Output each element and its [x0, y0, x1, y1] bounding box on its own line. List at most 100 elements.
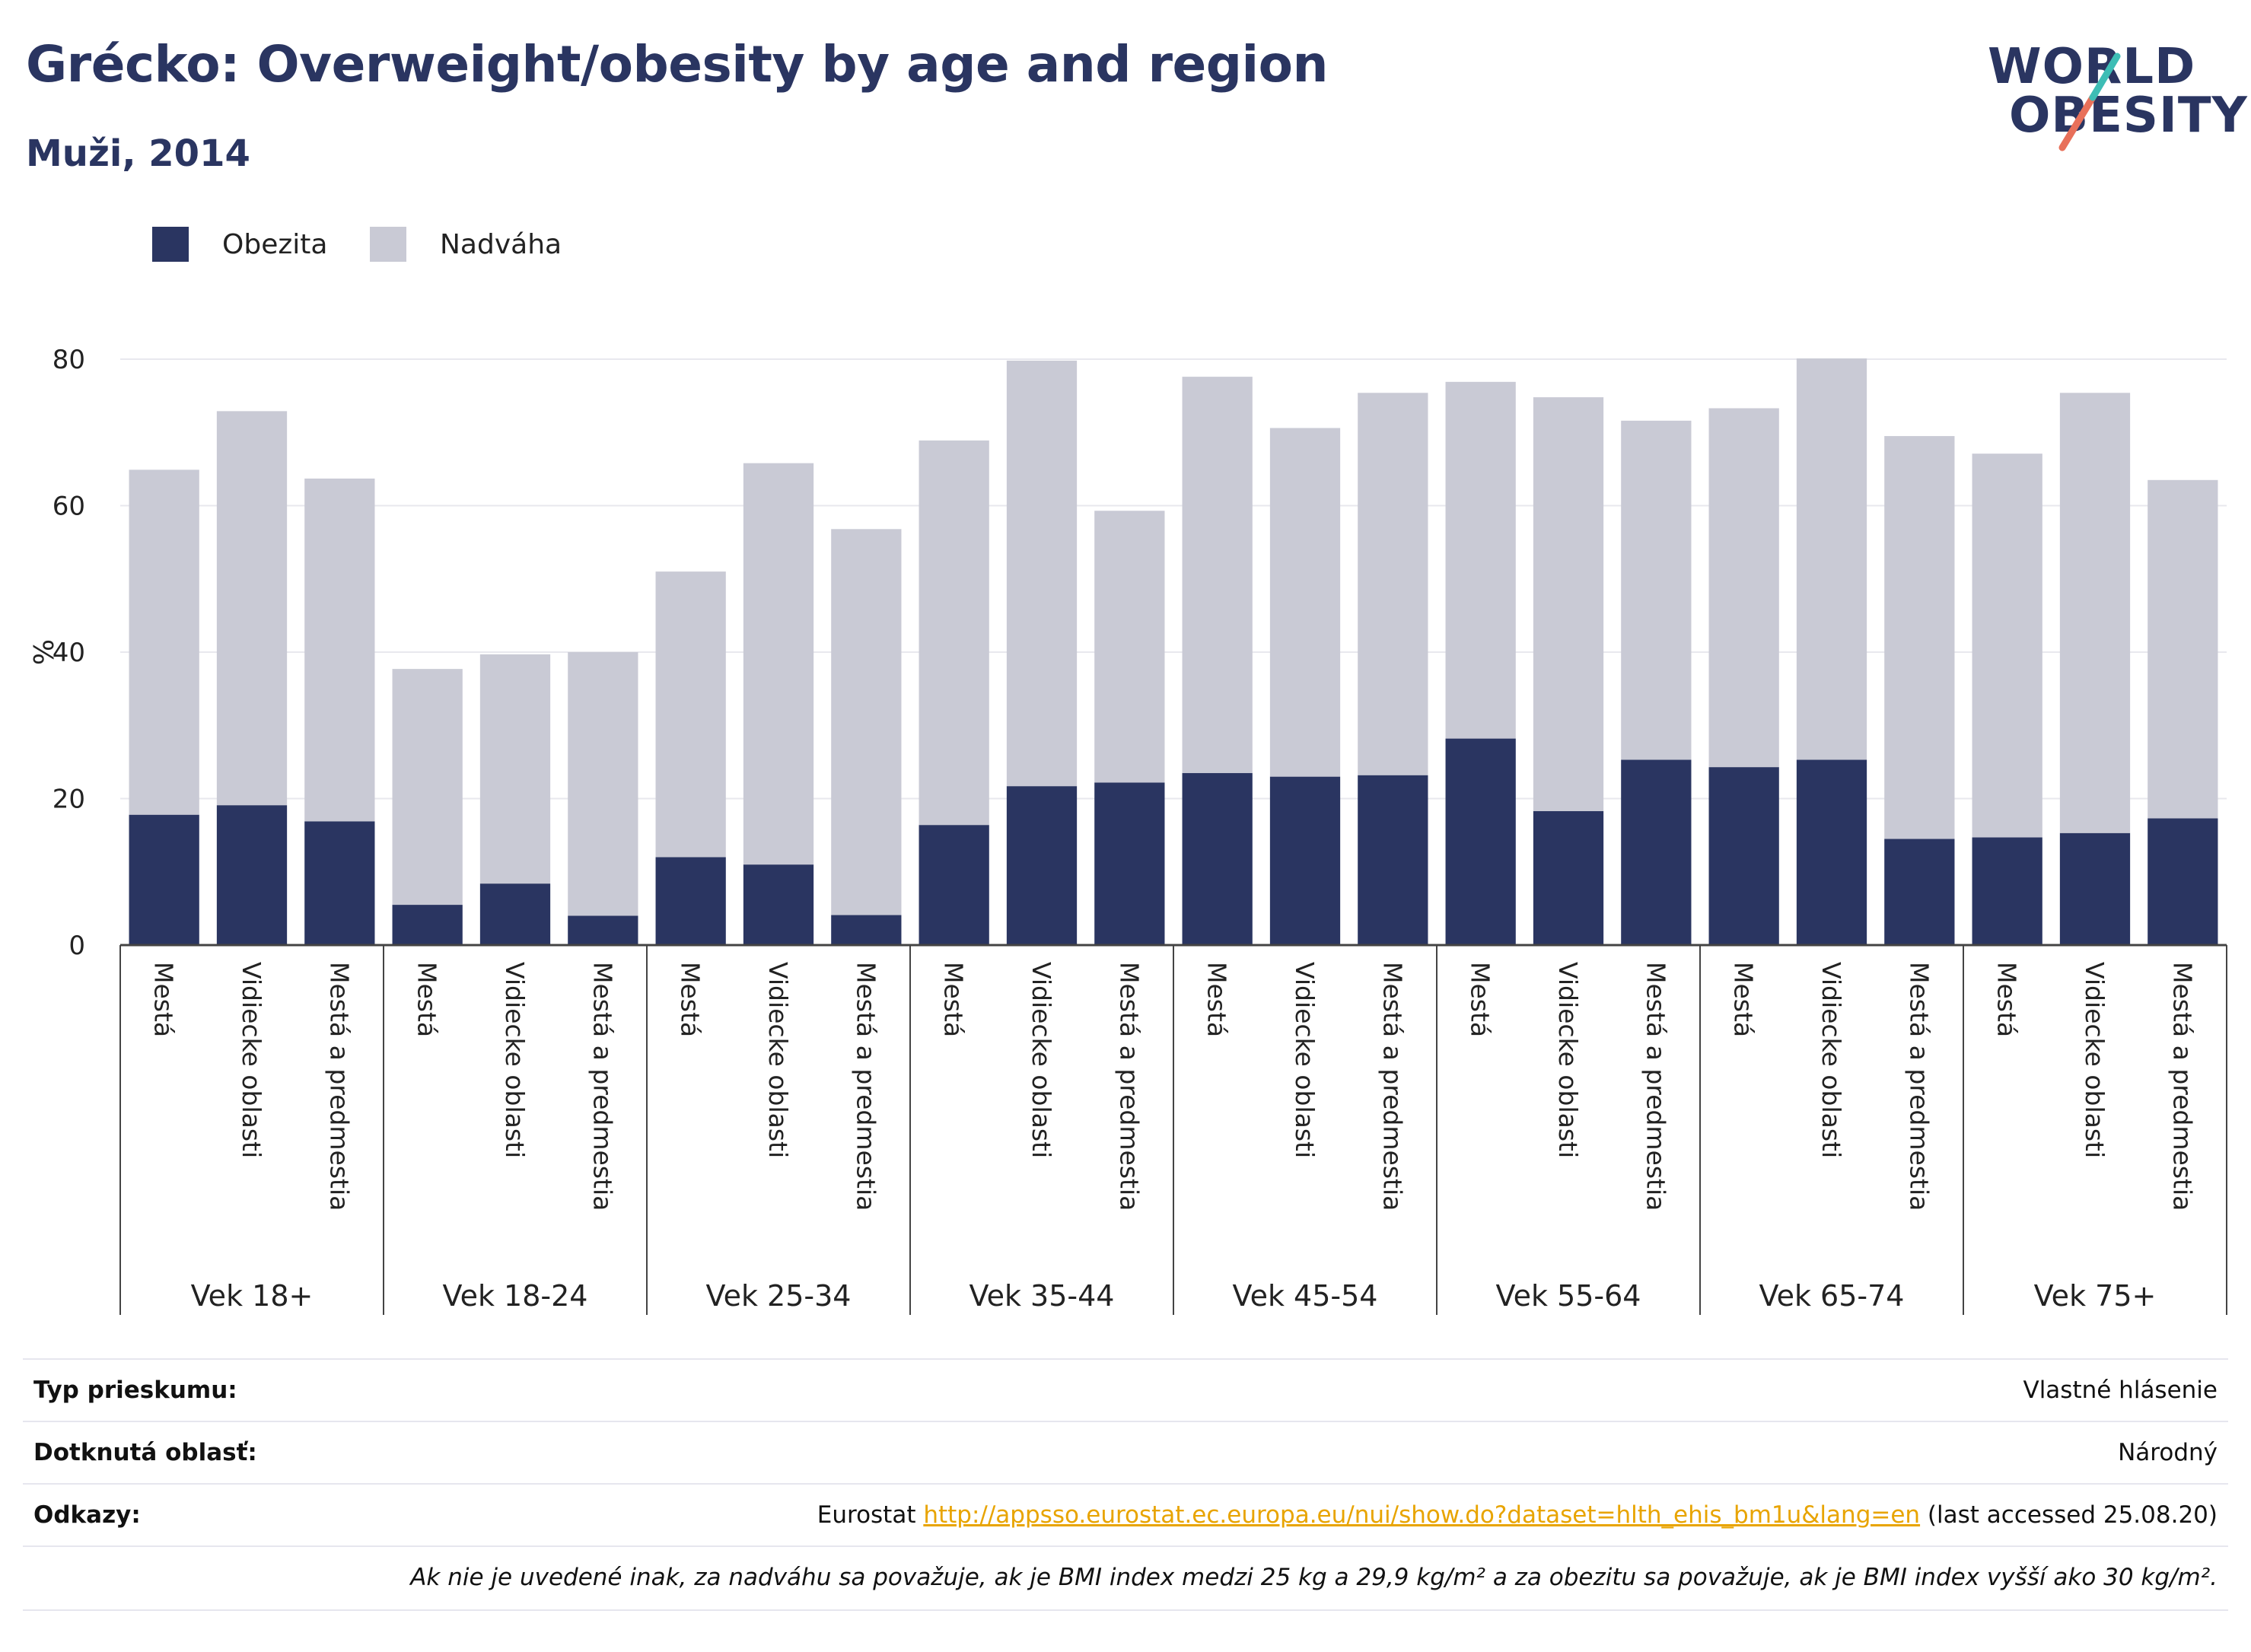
group-label: Vek 35-44	[969, 1279, 1115, 1313]
y-axis-label: %	[29, 639, 60, 665]
bar-obezita	[1445, 738, 1516, 945]
bar-nadvaha	[1621, 420, 1692, 760]
bar-nadvaha	[2148, 479, 2218, 819]
bar-nadvaha	[1006, 360, 1078, 787]
bar-nadvaha	[1445, 381, 1516, 739]
bar-nadvaha	[216, 411, 288, 806]
x-tick-label: Mestá a predmestia	[324, 962, 354, 1211]
bar-obezita	[1533, 810, 1604, 945]
bar-obezita	[216, 805, 288, 945]
x-tick-label: Vidiecke oblasti	[1290, 962, 1320, 1158]
references-label: Odkazy:	[33, 1501, 141, 1529]
bar-nadvaha	[2059, 393, 2131, 833]
bar-obezita	[1006, 786, 1078, 945]
bar-nadvaha	[1884, 436, 1955, 839]
x-tick-label: Vidiecke oblasti	[763, 962, 793, 1158]
bar-obezita	[831, 915, 902, 945]
bar-obezita	[1094, 782, 1165, 945]
legend-item-obezita: Obezita	[152, 227, 327, 262]
x-tick-label: Mestá	[939, 962, 969, 1037]
x-tick-label: Vidiecke oblasti	[2080, 962, 2109, 1158]
bar-obezita	[743, 864, 814, 945]
bar-nadvaha	[919, 440, 989, 826]
bar-obezita	[2059, 832, 2131, 945]
x-tick-label: Mestá	[1466, 962, 1495, 1037]
world-obesity-logo: WORLD OBESITY	[1979, 38, 2247, 160]
page-title: Grécko: Overweight/obesity by age and re…	[26, 35, 1328, 94]
y-tick-label: 40	[53, 638, 85, 668]
bar-obezita	[568, 915, 638, 945]
bar-obezita	[479, 883, 551, 945]
bar-nadvaha	[1269, 428, 1341, 777]
x-tick-label: Mestá	[1729, 962, 1759, 1037]
info-row-survey-type: Typ prieskumu: Vlastné hlásenie	[23, 1358, 2228, 1422]
x-tick-label: Mestá a predmestia	[587, 962, 617, 1211]
x-tick-label: Mestá a predmestia	[2167, 962, 2197, 1211]
bar-obezita	[1796, 759, 1867, 945]
bar-nadvaha	[1358, 393, 1428, 775]
page-subtitle: Muži, 2014	[26, 132, 250, 175]
group-label: Vek 25-34	[706, 1279, 852, 1313]
bar-obezita	[304, 821, 375, 945]
bar-nadvaha	[392, 669, 463, 906]
bar-obezita	[1708, 767, 1779, 945]
legend-item-nadvaha: Nadváha	[370, 227, 562, 262]
legend-label-obezita: Obezita	[222, 228, 328, 260]
bar-obezita	[655, 857, 726, 945]
bar-nadvaha	[1533, 397, 1604, 811]
bar-obezita	[919, 825, 989, 945]
x-tick-label: Mestá a predmestia	[1904, 962, 1934, 1211]
logo-line-1: WORLD	[1988, 39, 2196, 95]
y-tick-label: 60	[53, 492, 85, 522]
bar-nadvaha	[1182, 377, 1253, 773]
eurostat-link[interactable]: http://appsso.eurostat.ec.europa.eu/nui/…	[923, 1501, 1921, 1529]
x-tick-label: Mestá	[1202, 962, 1232, 1037]
x-tick-label: Mestá a predmestia	[851, 962, 880, 1211]
legend-swatch-obezita	[152, 227, 189, 262]
area-value: Národný	[2118, 1439, 2218, 1466]
survey-type-value: Vlastné hlásenie	[2023, 1377, 2218, 1404]
group-label: Vek 55-64	[1496, 1279, 1641, 1313]
x-tick-label: Vidiecke oblasti	[500, 962, 530, 1158]
bar-nadvaha	[129, 469, 199, 815]
bar-obezita	[1621, 759, 1692, 945]
bar-obezita	[1269, 776, 1341, 945]
info-row-area: Dotknutá oblasť: Národný	[23, 1421, 2228, 1485]
x-tick-label: Mestá a predmestia	[1641, 962, 1670, 1211]
bar-nadvaha	[831, 529, 902, 915]
legend-label-nadvaha: Nadváha	[440, 228, 562, 260]
survey-type-label: Typ prieskumu:	[33, 1377, 237, 1404]
bar-nadvaha	[1094, 511, 1165, 783]
y-tick-label: 80	[53, 345, 85, 375]
bar-nadvaha	[655, 571, 726, 858]
references-value: Eurostat http://appsso.eurostat.ec.europ…	[817, 1501, 2218, 1529]
info-row-note: Ak nie je uvedené inak, za nadváhu sa po…	[23, 1545, 2228, 1611]
x-tick-label: Mestá a predmestia	[1114, 962, 1144, 1211]
legend-swatch-nadvaha	[370, 227, 406, 262]
info-row-references: Odkazy: Eurostat http://appsso.eurostat.…	[23, 1483, 2228, 1547]
group-label: Vek 18+	[191, 1279, 314, 1313]
bar-obezita	[1972, 837, 2042, 945]
group-label: Vek 75+	[2034, 1279, 2157, 1313]
group-label: Vek 45-54	[1233, 1279, 1378, 1313]
logo-line-2: OBESITY	[2009, 88, 2248, 144]
bar-obezita	[1884, 839, 1955, 945]
bar-obezita	[392, 905, 463, 945]
stacked-bar-chart: 0 20 40 60 80% Mestá Vidiecke oblasti Mestá a p…	[29, 345, 2227, 1315]
references-prefix: Eurostat	[817, 1501, 924, 1529]
logo-slash-icon	[2058, 53, 2121, 151]
bar-nadvaha	[1972, 454, 2042, 838]
bar-nadvaha	[304, 478, 375, 822]
x-tick-label: Mestá	[1992, 962, 2022, 1037]
bar-nadvaha	[479, 654, 551, 884]
x-tick-label: Vidiecke oblasti	[1027, 962, 1056, 1158]
bar-nadvaha	[743, 463, 814, 865]
bmi-note: Ak nie je uvedené inak, za nadváhu sa po…	[410, 1564, 2218, 1591]
y-tick-label: 20	[53, 785, 85, 815]
bar-nadvaha	[1708, 408, 1779, 768]
bar-obezita	[1182, 772, 1253, 945]
x-tick-label: Mestá	[149, 962, 179, 1037]
x-tick-label: Vidiecke oblasti	[1816, 962, 1846, 1158]
bar-nadvaha	[1796, 358, 1867, 760]
bar-nadvaha	[568, 652, 638, 916]
